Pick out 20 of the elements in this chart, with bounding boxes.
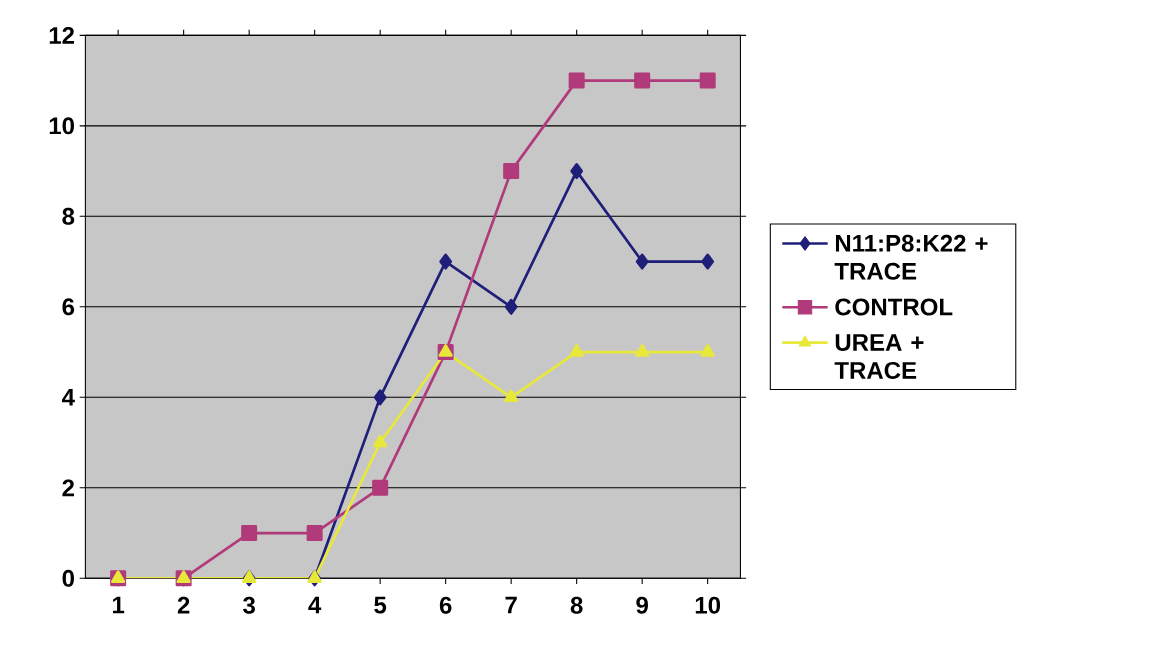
y-tick-label: 12 — [49, 26, 75, 44]
y-tick-label: 6 — [62, 298, 75, 316]
y-tick-label: 0 — [62, 569, 74, 587]
x-tick-label: 9 — [636, 596, 648, 614]
x-tick-label: 5 — [374, 596, 387, 614]
y-tick-label: 4 — [61, 388, 75, 406]
x-tick-label: 6 — [439, 596, 452, 614]
legend-label: N11:P8:K22 + TRACE — [834, 234, 988, 280]
x-tick-label: 2 — [177, 596, 190, 614]
y-tick-label: 2 — [62, 479, 75, 497]
legend-label: CONTROL — [835, 298, 953, 316]
x-tick-label: 8 — [570, 596, 583, 614]
x-tick-label: 3 — [243, 596, 255, 614]
x-tick-label: 1 — [112, 596, 125, 614]
x-tick-label: 10 — [695, 596, 721, 614]
legend-label: UREA + TRACE — [834, 333, 924, 379]
y-tick-label: 10 — [49, 117, 74, 135]
x-tick-label: 4 — [308, 596, 322, 614]
x-tick-label: 7 — [505, 596, 517, 614]
y-tick-label: 8 — [62, 207, 75, 225]
